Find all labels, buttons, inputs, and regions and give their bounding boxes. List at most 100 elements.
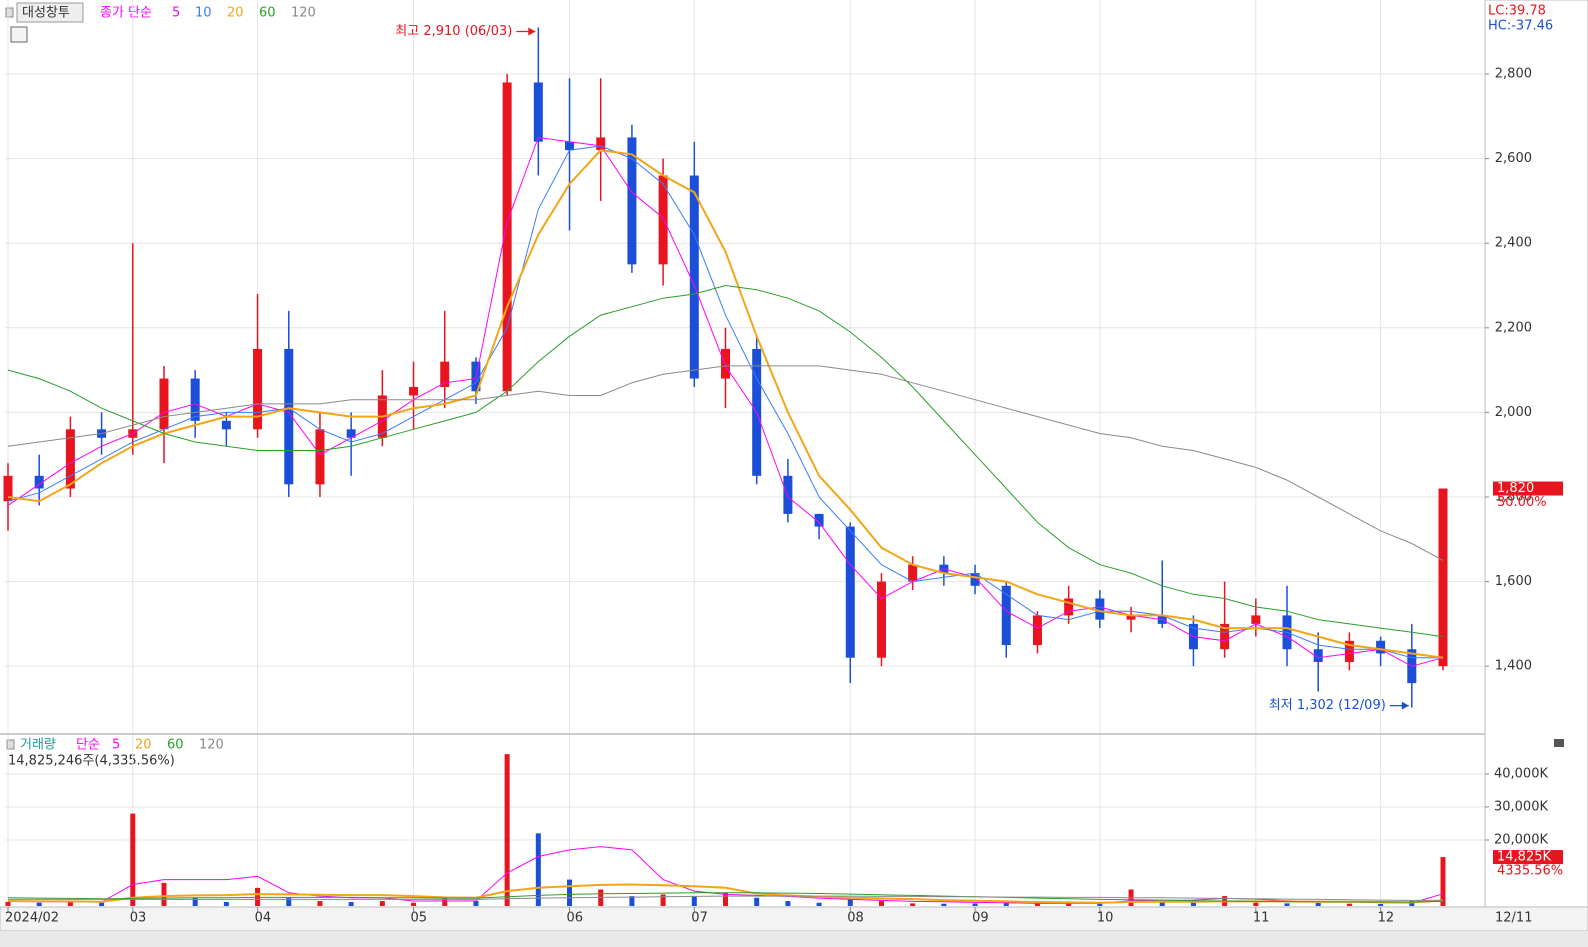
menu-icon[interactable] xyxy=(5,7,14,18)
volume-bar xyxy=(161,882,167,906)
candle-body xyxy=(1126,615,1136,620)
candle-body xyxy=(1344,640,1354,662)
candle-body xyxy=(34,475,44,489)
x-tick-label: 12 xyxy=(1378,911,1395,926)
hc-indicator: HC:-37.46 xyxy=(1488,19,1553,34)
ma-line xyxy=(7,892,1444,903)
volume-bar xyxy=(660,894,666,906)
volume-bar xyxy=(972,903,978,906)
volume-bar xyxy=(1066,903,1072,906)
candle-body xyxy=(502,82,512,392)
candle-body xyxy=(1376,640,1386,654)
y-tick-label: 2,800 xyxy=(1495,67,1532,82)
candle-body xyxy=(627,137,637,265)
candle-body xyxy=(596,137,606,151)
volume-bar xyxy=(847,899,853,906)
legend-entry: 120 xyxy=(291,6,316,21)
candle-body xyxy=(1095,598,1105,620)
axis-panel xyxy=(1484,0,1588,908)
volume-bar xyxy=(442,897,448,906)
volume-bar xyxy=(473,901,479,906)
annotation: 최저 1,302 (12/09) xyxy=(1269,698,1386,713)
x-axis-panel xyxy=(0,906,1588,932)
candle-body xyxy=(876,581,886,658)
y-tick-label: 2,000 xyxy=(1495,405,1532,420)
volume-bar xyxy=(691,896,697,906)
volume-bar xyxy=(286,897,292,906)
candle-body xyxy=(1313,649,1323,662)
ma-line xyxy=(8,895,1443,901)
candle-body xyxy=(315,429,325,485)
volume-bar xyxy=(99,902,105,906)
stock-name: 대성창투 xyxy=(22,6,70,21)
candle-body xyxy=(190,378,200,421)
y-tick-label: 40,000K xyxy=(1494,766,1548,781)
volume-bar xyxy=(348,902,354,906)
volume-bar xyxy=(317,901,323,906)
change-label: 30.00% xyxy=(1497,495,1547,510)
legend-entry: 120 xyxy=(199,738,224,753)
volume-info: 14,825,246주(4,335.56%) xyxy=(8,754,175,769)
candle-body xyxy=(814,513,824,527)
y-tick-label: 2,200 xyxy=(1495,320,1532,335)
candle-body xyxy=(565,141,575,151)
volume-bar xyxy=(785,901,791,906)
candle-body xyxy=(253,348,263,430)
annotation-arrowhead xyxy=(528,27,536,36)
menu-icon[interactable] xyxy=(6,739,15,750)
volume-bar xyxy=(1315,903,1321,906)
x-tick-label: 10 xyxy=(1097,911,1114,926)
candle-body xyxy=(970,573,980,586)
volume-bar xyxy=(36,902,42,906)
x-tick-label: 07 xyxy=(691,911,708,926)
ma-line xyxy=(7,145,1443,659)
volume-bar xyxy=(1284,903,1290,906)
legend-entry: 5 xyxy=(172,6,180,21)
candle-body xyxy=(409,387,419,396)
volume-bar xyxy=(535,833,541,906)
volume-bar xyxy=(223,902,229,906)
legend-entry: 20 xyxy=(135,738,152,753)
grid-icon[interactable] xyxy=(10,26,28,43)
x-tick-label: 11 xyxy=(1253,911,1270,926)
price-tag-label: 1,820 xyxy=(1497,481,1534,496)
x-tick-label: 08 xyxy=(847,911,864,926)
candle-body xyxy=(1032,615,1042,646)
volume-bar xyxy=(1034,903,1040,906)
y-tick-label: 2,600 xyxy=(1495,151,1532,166)
scroll-bar[interactable] xyxy=(0,931,1588,947)
y-tick-label: 20,000K xyxy=(1494,832,1548,847)
candle-body xyxy=(1251,615,1261,624)
price-tag xyxy=(1493,481,1563,496)
legend-entry: 20 xyxy=(227,6,244,21)
candle-body xyxy=(721,348,730,379)
volume-bar xyxy=(567,879,573,906)
candle-body xyxy=(658,175,668,265)
candle-body xyxy=(845,526,855,658)
legend-title: 종가 단순 xyxy=(100,6,152,21)
close-icon[interactable] xyxy=(1554,739,1564,747)
x-tick-label: 05 xyxy=(411,911,428,926)
lc-indicator: LC:39.78 xyxy=(1488,4,1546,19)
volume-bar xyxy=(1097,903,1103,906)
candle-body xyxy=(1438,488,1448,667)
legend-entry: 60 xyxy=(167,738,184,753)
volume-bar xyxy=(1346,903,1352,906)
legend-entry: 10 xyxy=(195,6,212,21)
x-tick-label: 04 xyxy=(255,911,272,926)
name-box[interactable] xyxy=(16,2,84,23)
volume-tag xyxy=(1493,850,1563,865)
volume-bar xyxy=(5,902,11,906)
ma-line xyxy=(7,284,1444,638)
y-tick-label: 1,600 xyxy=(1495,574,1532,589)
volume-bar xyxy=(629,896,635,906)
volume-bar xyxy=(411,902,417,906)
volume-bar xyxy=(1003,903,1009,906)
candle-body xyxy=(159,378,169,430)
legend-entry: 60 xyxy=(259,6,276,21)
volume-bar xyxy=(192,897,198,906)
ma-line xyxy=(7,149,1444,659)
volume-bar xyxy=(941,903,947,906)
